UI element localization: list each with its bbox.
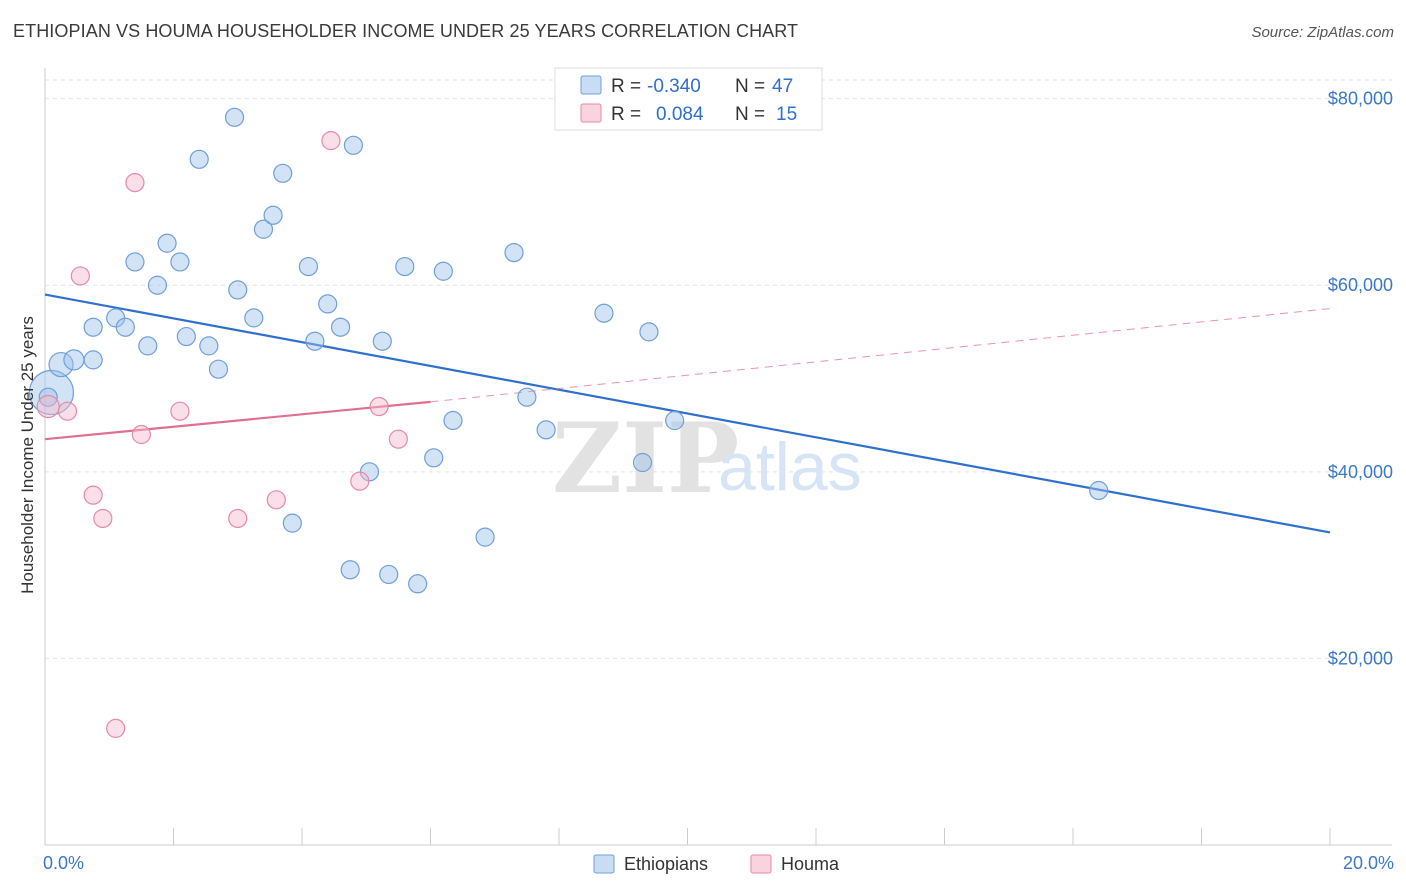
data-point-ethiopians xyxy=(504,242,524,263)
data-point-ethiopians xyxy=(189,149,209,169)
data-point-ethiopians xyxy=(330,317,351,337)
data-point-ethiopians xyxy=(208,359,229,379)
data-point-ethiopians xyxy=(48,351,74,378)
data-point-ethiopians xyxy=(282,513,302,533)
data-point-ethiopians xyxy=(63,349,85,371)
data-point-ethiopians xyxy=(273,163,293,183)
data-point-ethiopians xyxy=(83,317,103,337)
y-tick-labels: $20,000 $40,000 $60,000 $80,000 xyxy=(1328,89,1393,669)
trend-line-houma xyxy=(44,400,431,441)
data-point-ethiopians xyxy=(639,322,659,342)
data-point-ethiopians xyxy=(372,331,392,351)
source-credit: Source: ZipAtlas.com xyxy=(1251,24,1394,41)
data-point-ethiopians xyxy=(318,294,338,314)
trend-line-ethiopians xyxy=(44,293,1331,534)
y-tick-label: $40,000 xyxy=(1328,462,1393,482)
bottom-legend-swatch-houma xyxy=(750,854,772,874)
data-point-ethiopians xyxy=(244,308,264,328)
data-point-houma xyxy=(93,508,113,529)
bottom-legend-label-ethiopians: Ethiopians xyxy=(624,854,708,874)
data-point-houma xyxy=(83,485,103,505)
data-point-ethiopians xyxy=(340,560,360,580)
data-point-ethiopians xyxy=(1089,480,1109,501)
data-point-ethiopians xyxy=(517,387,537,407)
data-point-ethiopians xyxy=(115,317,135,337)
data-point-ethiopians xyxy=(253,219,274,239)
legend-n-value-ethiopians: 47 xyxy=(772,76,793,97)
data-point-ethiopians xyxy=(443,410,463,431)
y-tick-label: $60,000 xyxy=(1328,275,1393,295)
data-point-ethiopians xyxy=(475,527,495,547)
y-axis-label: Householder Income Under 25 years xyxy=(18,316,37,594)
data-point-houma xyxy=(125,173,145,193)
data-point-houma xyxy=(388,429,408,449)
data-point-houma xyxy=(369,396,389,417)
data-point-ethiopians xyxy=(38,387,58,407)
chart-title: ETHIOPIAN VS HOUMA HOUSEHOLDER INCOME UN… xyxy=(13,21,799,41)
data-point-ethiopians xyxy=(147,275,168,295)
axes xyxy=(44,68,1392,846)
legend-swatch-houma xyxy=(580,103,602,123)
data-point-houma xyxy=(350,471,370,491)
data-point-ethiopians xyxy=(83,350,103,370)
x-tick-label-min: 0.0% xyxy=(43,853,84,873)
legend-n-label-houma: N = xyxy=(735,104,765,125)
legend-swatch-ethiopians xyxy=(580,75,602,95)
data-point-ethiopians xyxy=(199,336,219,356)
bottom-legend-label-houma: Houma xyxy=(781,854,840,874)
y-tick-label: $80,000 xyxy=(1328,89,1393,109)
data-point-ethiopians xyxy=(305,331,325,351)
data-point-ethiopians xyxy=(433,261,453,281)
data-point-ethiopians xyxy=(125,252,145,272)
x-tick-label-max: 20.0% xyxy=(1343,853,1394,873)
data-point-ethiopians xyxy=(424,448,444,468)
bottom-legend-swatch-ethiopians xyxy=(593,854,615,874)
legend-r-value-ethiopians: -0.340 xyxy=(647,76,701,97)
data-point-houma xyxy=(321,131,341,151)
data-point-houma xyxy=(36,394,60,419)
data-point-ethiopians xyxy=(263,205,283,225)
data-points xyxy=(28,107,1109,738)
legend-r-label-ethiopians: R = xyxy=(611,76,641,97)
data-point-ethiopians xyxy=(665,410,685,431)
data-point-ethiopians xyxy=(170,252,190,272)
legend-n-value-houma: 15 xyxy=(776,104,797,125)
bottom-legend: Ethiopians Houma xyxy=(593,854,840,874)
data-point-ethiopians xyxy=(343,135,363,155)
data-point-ethiopians xyxy=(138,336,158,356)
data-point-ethiopians xyxy=(157,233,177,253)
top-legend: R = -0.340 N = 47 R = 0.084 N = 15 xyxy=(554,67,823,131)
data-point-houma xyxy=(266,490,286,510)
data-point-ethiopians xyxy=(176,326,196,347)
data-point-ethiopians xyxy=(408,574,428,594)
data-point-houma xyxy=(228,508,248,529)
data-point-ethiopians xyxy=(632,452,653,473)
legend-r-label-houma: R = xyxy=(611,104,641,125)
grid-lines xyxy=(45,79,1392,659)
data-point-houma xyxy=(131,424,151,445)
watermark-atlas: atlas xyxy=(718,429,862,505)
trend-lines xyxy=(44,293,1331,534)
y-tick-label: $20,000 xyxy=(1328,648,1393,668)
watermark-zip: ZIP xyxy=(552,402,739,515)
data-point-houma xyxy=(57,401,78,421)
data-point-houma xyxy=(70,266,90,286)
data-point-ethiopians xyxy=(594,303,614,323)
watermark: ZIP atlas xyxy=(552,402,862,515)
legend-n-label-ethiopians: N = xyxy=(735,76,765,97)
trend-line-extension-houma xyxy=(430,308,1331,403)
legend-r-value-houma: 0.084 xyxy=(656,104,704,125)
data-point-ethiopians xyxy=(379,564,399,585)
data-point-houma xyxy=(106,718,126,738)
x-tick-labels: 0.0% 20.0% xyxy=(43,853,1394,873)
data-point-ethiopians xyxy=(224,107,245,127)
data-point-ethiopians xyxy=(228,280,248,300)
data-point-ethiopians xyxy=(536,420,556,440)
data-point-houma xyxy=(170,401,190,421)
data-point-ethiopians xyxy=(395,256,415,277)
data-point-ethiopians xyxy=(298,256,319,277)
